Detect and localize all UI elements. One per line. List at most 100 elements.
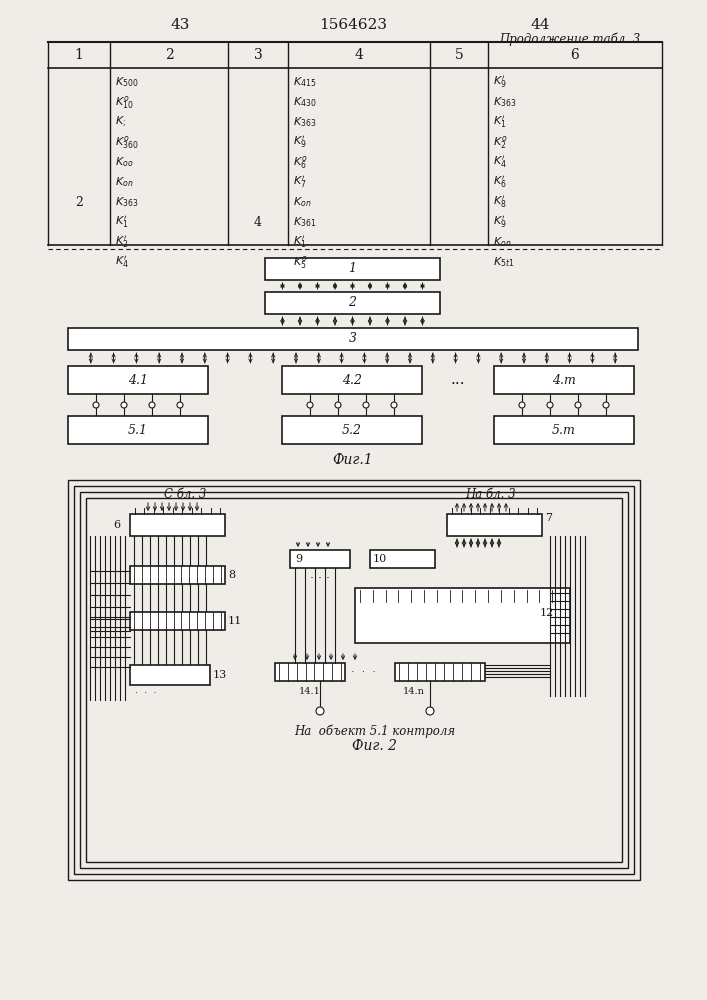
Bar	[68, 416, 208, 444]
Text: 2: 2	[75, 196, 83, 209]
Bar	[265, 292, 440, 314]
Text: $K_{9}'$: $K_{9}'$	[493, 74, 507, 90]
Circle shape	[547, 402, 553, 408]
Text: $K_{6}'$: $K_{6}'$	[493, 174, 507, 190]
Text: $K_{on}$: $K_{on}$	[293, 195, 312, 209]
Text: На бл. 3: На бл. 3	[464, 488, 515, 501]
Bar	[290, 550, 350, 568]
Bar	[68, 328, 638, 350]
Text: 4: 4	[254, 216, 262, 229]
Text: $K_{oo}$: $K_{oo}$	[115, 155, 134, 169]
Circle shape	[519, 402, 525, 408]
Text: $K_{363}$: $K_{363}$	[493, 95, 516, 109]
Bar	[130, 566, 225, 584]
Text: 4.m: 4.m	[552, 373, 576, 386]
Text: 4.2: 4.2	[342, 373, 362, 386]
Circle shape	[603, 402, 609, 408]
Text: 4.1: 4.1	[128, 373, 148, 386]
Circle shape	[121, 402, 127, 408]
Text: $K_{4}'$: $K_{4}'$	[115, 254, 129, 270]
Text: 7: 7	[545, 513, 552, 523]
Text: 1: 1	[349, 262, 356, 275]
Circle shape	[335, 402, 341, 408]
Circle shape	[316, 707, 324, 715]
Text: 6: 6	[113, 520, 120, 530]
Text: $K_{415}$: $K_{415}$	[293, 75, 317, 89]
Text: $K_{on}$: $K_{on}$	[493, 235, 511, 249]
Text: $K_{1}'$: $K_{1}'$	[293, 234, 307, 250]
Circle shape	[426, 707, 434, 715]
Text: 12: 12	[540, 608, 554, 618]
Text: ·  ·  ·: · · ·	[351, 667, 375, 677]
Bar	[130, 665, 210, 685]
Text: ·  ·  ·: · · ·	[126, 400, 151, 410]
Text: 1: 1	[74, 48, 83, 62]
Bar	[265, 258, 440, 280]
Text: 4: 4	[355, 48, 363, 62]
Text: С бл. 3: С бл. 3	[164, 488, 206, 501]
Text: $K_{2}^{o}$: $K_{2}^{o}$	[493, 133, 508, 150]
Text: 3: 3	[254, 48, 262, 62]
Circle shape	[307, 402, 313, 408]
Bar	[395, 663, 485, 681]
Text: $K_{1}'$: $K_{1}'$	[115, 214, 129, 230]
Bar	[68, 480, 640, 880]
Text: 1564623: 1564623	[319, 18, 387, 32]
Bar	[494, 366, 634, 394]
Circle shape	[177, 402, 183, 408]
Bar	[282, 416, 422, 444]
Text: $K_{500}$: $K_{500}$	[115, 75, 139, 89]
Bar	[130, 514, 225, 536]
Text: $K_{;}$: $K_{;}$	[115, 114, 126, 130]
Text: 14.1: 14.1	[299, 686, 321, 696]
Text: $K_{363}$: $K_{363}$	[115, 195, 139, 209]
Bar	[68, 366, 208, 394]
Text: $K_{2}'$: $K_{2}'$	[115, 234, 129, 250]
Text: $K_{9}'$: $K_{9}'$	[293, 134, 307, 150]
Text: 11: 11	[228, 616, 243, 626]
Text: $K_{363}$: $K_{363}$	[293, 115, 317, 129]
Text: 43: 43	[170, 18, 189, 32]
Text: 5.2: 5.2	[342, 424, 362, 436]
Text: $K_{1}'$: $K_{1}'$	[493, 114, 506, 130]
Circle shape	[363, 402, 369, 408]
Text: ...: ...	[450, 372, 465, 387]
Bar	[282, 366, 422, 394]
Text: Фиг. 2: Фиг. 2	[353, 739, 397, 753]
Text: 10: 10	[373, 554, 387, 564]
Text: ·  ·  ·: · · ·	[551, 400, 576, 410]
Text: ·  ·  ·: · · ·	[135, 688, 156, 698]
Text: 9: 9	[295, 554, 302, 564]
Text: $K_{4}'$: $K_{4}'$	[493, 154, 507, 170]
Circle shape	[575, 402, 581, 408]
Circle shape	[391, 402, 397, 408]
Bar	[80, 492, 628, 868]
Bar	[370, 550, 435, 568]
Bar	[275, 663, 345, 681]
Text: $K_{on}$: $K_{on}$	[115, 175, 134, 189]
Bar	[86, 498, 622, 862]
Text: На  объект 5.1 контроля: На объект 5.1 контроля	[294, 725, 455, 738]
Bar	[355, 588, 570, 643]
Text: $K_{5t1}$: $K_{5t1}$	[493, 255, 515, 269]
Text: 5.m: 5.m	[552, 424, 576, 436]
Bar	[447, 514, 542, 536]
Text: 5: 5	[455, 48, 463, 62]
Text: 5.1: 5.1	[128, 424, 148, 436]
Bar	[494, 416, 634, 444]
Text: ·  ·  ·: · · ·	[339, 400, 364, 410]
Text: 8: 8	[228, 570, 235, 580]
Text: $K_{360}^{o}$: $K_{360}^{o}$	[115, 133, 139, 150]
Text: $K_{9}'$: $K_{9}'$	[493, 214, 507, 230]
Text: $K_{430}$: $K_{430}$	[293, 95, 317, 109]
Text: 13: 13	[213, 670, 227, 680]
Text: $K_{361}$: $K_{361}$	[293, 215, 317, 229]
Text: 3: 3	[349, 332, 357, 346]
Text: $K_{8}'$: $K_{8}'$	[493, 194, 507, 210]
Text: 6: 6	[571, 48, 579, 62]
Text: 2: 2	[165, 48, 173, 62]
Text: 14.n: 14.n	[403, 686, 425, 696]
Text: $K_{5}^{o}$: $K_{5}^{o}$	[293, 253, 308, 270]
Circle shape	[93, 402, 99, 408]
Text: Продолжение табл. 3: Продолжение табл. 3	[499, 32, 641, 45]
